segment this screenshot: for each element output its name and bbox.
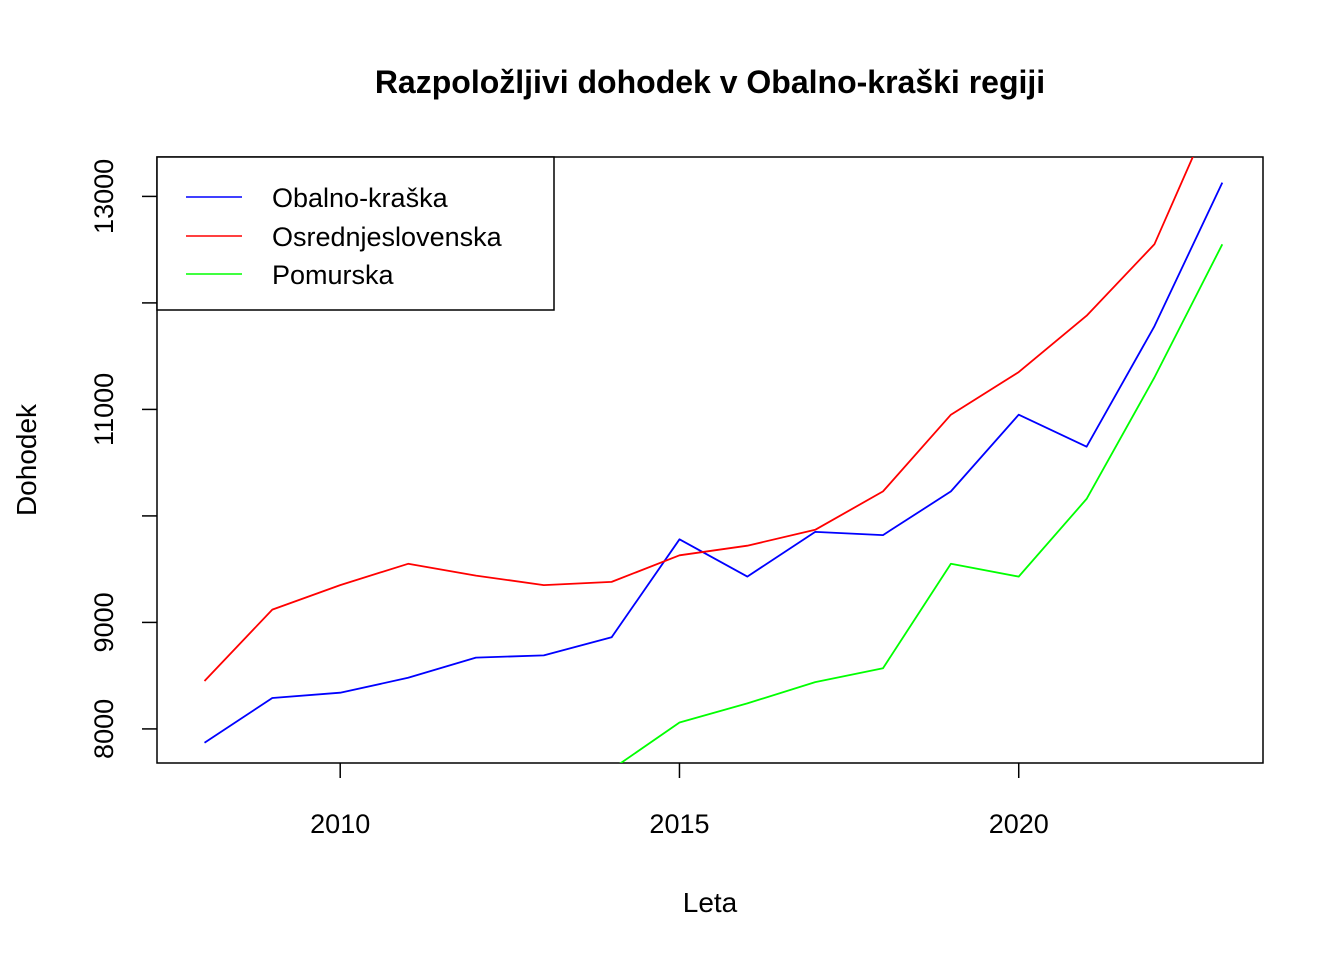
y-tick-label-13000: 13000 xyxy=(89,159,119,234)
x-axis: 2010 2015 2020 xyxy=(310,763,1049,839)
chart-title: Razpoložljivi dohodek v Obalno-kraški re… xyxy=(375,64,1045,100)
series-line-obalno-kra-ka xyxy=(204,182,1224,744)
y-axis: 8000 9000 11000 13000 xyxy=(89,159,157,759)
legend: Obalno-kraška Osrednjeslovenska Pomurska xyxy=(156,156,555,311)
series-line-osrednjeslovenska xyxy=(203,157,1194,682)
plot-frame xyxy=(156,156,1264,764)
x-tick-label-2020: 2020 xyxy=(989,809,1049,839)
y-axis-label: Dohodek xyxy=(11,403,42,516)
legend-label-pomurska: Pomurska xyxy=(272,260,395,290)
x-axis-label: Leta xyxy=(683,887,738,918)
y-tick-label-9000: 9000 xyxy=(89,592,119,652)
x-tick-label-2010: 2010 xyxy=(310,809,370,839)
legend-label-obalno-kraska: Obalno-kraška xyxy=(272,183,449,213)
legend-box xyxy=(156,156,555,311)
y-tick-label-11000: 11000 xyxy=(89,373,119,446)
legend-label-osrednjeslovenska: Osrednjeslovenska xyxy=(272,222,503,252)
x-tick-label-2015: 2015 xyxy=(649,809,709,839)
y-tick-label-8000: 8000 xyxy=(89,699,119,759)
series-line-pomurska xyxy=(619,243,1224,763)
series-lines xyxy=(203,157,1224,763)
